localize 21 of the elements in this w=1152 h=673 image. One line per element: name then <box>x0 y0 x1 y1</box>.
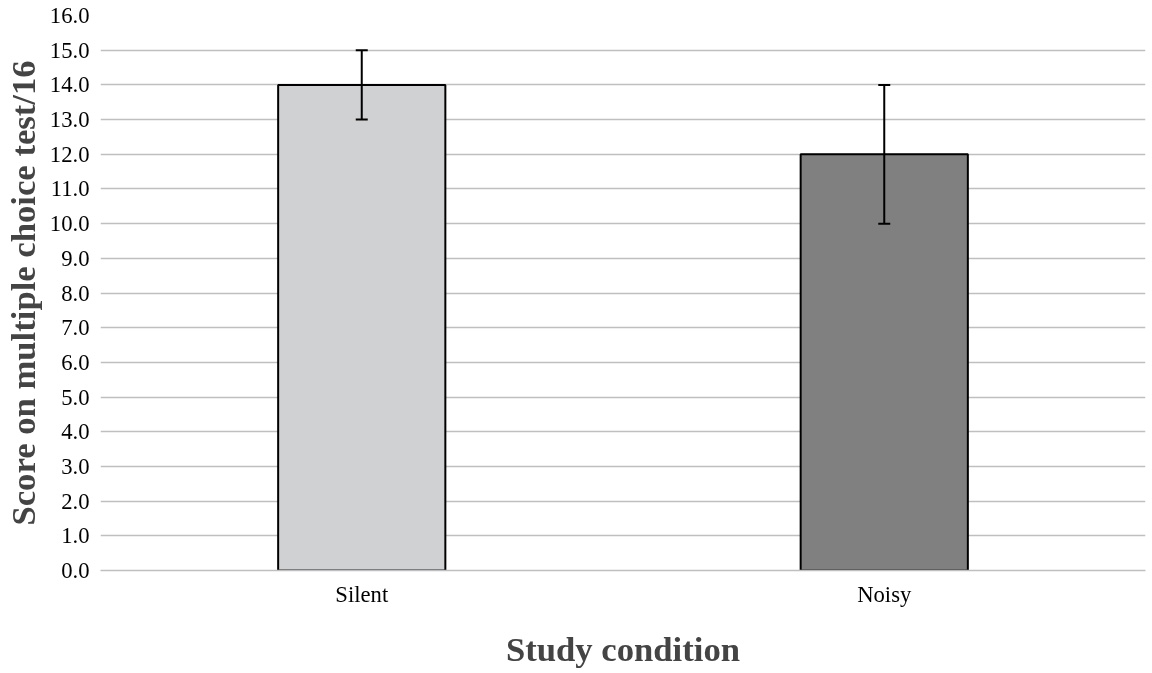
y-tick-label: 9.0 <box>61 245 90 271</box>
y-tick-label: 13.0 <box>49 107 90 133</box>
x-tick-label: Silent <box>335 581 389 607</box>
y-tick-label: 3.0 <box>61 453 90 479</box>
y-tick-label: 8.0 <box>61 280 90 306</box>
y-tick-label: 12.0 <box>49 141 90 167</box>
y-tick-label: 6.0 <box>61 349 90 375</box>
y-tick-label: 14.0 <box>49 72 90 98</box>
x-axis-title: Study condition <box>505 629 741 668</box>
y-tick-label: 0.0 <box>61 558 90 583</box>
y-tick-label: 16.0 <box>49 3 90 28</box>
y-tick-label: 7.0 <box>61 315 90 341</box>
y-tick-label: 10.0 <box>49 211 90 237</box>
x-tick-label: Noisy <box>857 581 912 607</box>
y-tick-label: 11.0 <box>50 176 90 202</box>
y-tick-label: 4.0 <box>61 419 90 445</box>
y-tick-label: 2.0 <box>61 488 90 514</box>
y-tick-label: 5.0 <box>61 384 90 410</box>
y-axis-title: Score on multiple choice test/16 <box>3 60 42 526</box>
y-tick-label: 15.0 <box>49 37 90 63</box>
y-tick-label: 1.0 <box>61 523 90 549</box>
